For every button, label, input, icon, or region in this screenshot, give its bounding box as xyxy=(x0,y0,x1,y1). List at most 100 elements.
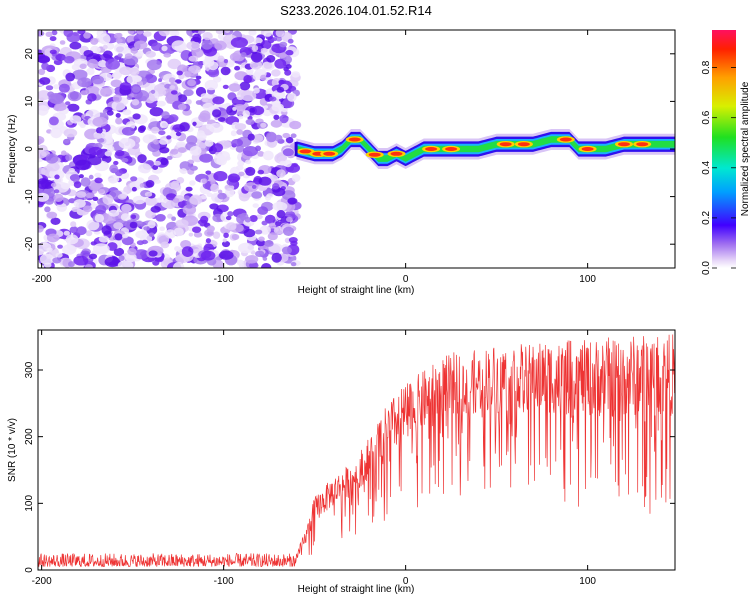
signal-hotspot-peak xyxy=(618,142,630,147)
colorbar-tick-label: 0.6 xyxy=(701,110,712,124)
noise-blob xyxy=(278,52,287,58)
noise-blob xyxy=(115,38,123,44)
noise-blob xyxy=(143,226,150,231)
noise-blob xyxy=(222,240,230,248)
noise-blob xyxy=(122,234,129,239)
noise-blob xyxy=(133,40,148,50)
noise-blob xyxy=(153,160,162,166)
noise-blob xyxy=(212,96,225,105)
noise-region xyxy=(38,30,303,268)
noise-blob xyxy=(46,162,60,172)
noise-blob xyxy=(249,107,255,113)
noise-blob xyxy=(225,215,232,221)
noise-blob xyxy=(217,189,223,194)
noise-blob xyxy=(175,131,182,137)
noise-blob xyxy=(52,257,62,264)
noise-blob xyxy=(121,157,129,163)
noise-blob xyxy=(79,63,87,70)
noise-blob xyxy=(108,209,120,217)
noise-blob xyxy=(139,183,145,188)
snr-line xyxy=(38,334,675,568)
noise-blob xyxy=(251,191,263,199)
noise-blob xyxy=(174,246,181,252)
signal-hotspot-peak xyxy=(581,147,594,151)
noise-blob xyxy=(118,138,136,149)
noise-blob xyxy=(217,55,225,62)
noise-blob xyxy=(261,220,268,226)
noise-blob xyxy=(121,236,134,246)
noise-blob xyxy=(95,47,101,53)
noise-blob xyxy=(249,60,262,70)
noise-blob xyxy=(147,220,156,229)
noise-blob xyxy=(38,55,51,64)
noise-blob xyxy=(45,85,54,91)
x-tick-label: -200 xyxy=(32,274,52,285)
noise-blob xyxy=(264,214,276,224)
noise-blob xyxy=(285,49,294,56)
noise-blob xyxy=(88,253,98,260)
spectrogram-xlabel: Height of straight line (km) xyxy=(298,285,415,296)
noise-blob xyxy=(65,72,75,82)
noise-blob xyxy=(206,93,213,99)
noise-blob xyxy=(99,33,111,45)
noise-blob xyxy=(251,184,257,189)
noise-blob xyxy=(56,202,68,212)
noise-blob xyxy=(251,45,259,52)
noise-blob xyxy=(275,30,285,37)
noise-blob xyxy=(102,44,108,50)
noise-blob xyxy=(65,234,79,245)
noise-blob xyxy=(245,166,256,176)
noise-blob xyxy=(73,255,89,266)
noise-blob xyxy=(90,37,99,45)
noise-blob xyxy=(148,250,158,257)
noise-blob xyxy=(190,244,203,253)
noise-blob xyxy=(260,47,268,53)
noise-blob xyxy=(77,77,92,88)
noise-blob xyxy=(195,75,202,80)
noise-blob xyxy=(279,114,289,124)
noise-blob xyxy=(266,55,276,63)
noise-blob xyxy=(264,195,272,201)
noise-blob xyxy=(263,30,273,37)
noise-blob xyxy=(111,73,117,78)
noise-blob xyxy=(94,214,105,223)
noise-blob xyxy=(50,217,61,225)
noise-blob xyxy=(205,170,212,175)
noise-blob xyxy=(195,100,203,105)
signal-leading-edge xyxy=(294,141,298,157)
y-tick-label: -20 xyxy=(24,237,35,252)
signal-hotspot-peak xyxy=(323,151,336,156)
noise-blob xyxy=(38,150,47,159)
noise-blob xyxy=(153,139,160,145)
noise-blob xyxy=(48,116,59,126)
noise-blob xyxy=(249,215,258,222)
noise-blob xyxy=(206,225,215,233)
noise-blob xyxy=(212,109,222,118)
noise-blob xyxy=(158,30,171,37)
noise-blob xyxy=(158,138,169,145)
noise-blob xyxy=(210,183,220,193)
noise-blob xyxy=(255,250,265,257)
noise-blob xyxy=(38,225,44,233)
noise-blob xyxy=(196,30,206,34)
noise-blob xyxy=(86,67,95,76)
noise-blob xyxy=(267,232,278,241)
noise-blob xyxy=(212,231,221,239)
noise-blob xyxy=(78,174,84,179)
noise-blob xyxy=(170,90,178,95)
x-tick-label: -200 xyxy=(32,576,52,587)
noise-blob xyxy=(49,36,57,42)
noise-blob xyxy=(219,250,234,260)
noise-blob xyxy=(189,195,203,205)
noise-blob xyxy=(65,101,71,106)
noise-blob xyxy=(160,157,169,166)
noise-blob xyxy=(238,171,245,177)
noise-blob xyxy=(58,83,70,93)
noise-blob xyxy=(272,37,277,42)
noise-blob xyxy=(166,99,173,104)
noise-blob xyxy=(168,114,179,123)
noise-blob xyxy=(127,30,135,35)
signal-hotspot-peak xyxy=(348,137,361,142)
noise-blob xyxy=(200,93,209,99)
